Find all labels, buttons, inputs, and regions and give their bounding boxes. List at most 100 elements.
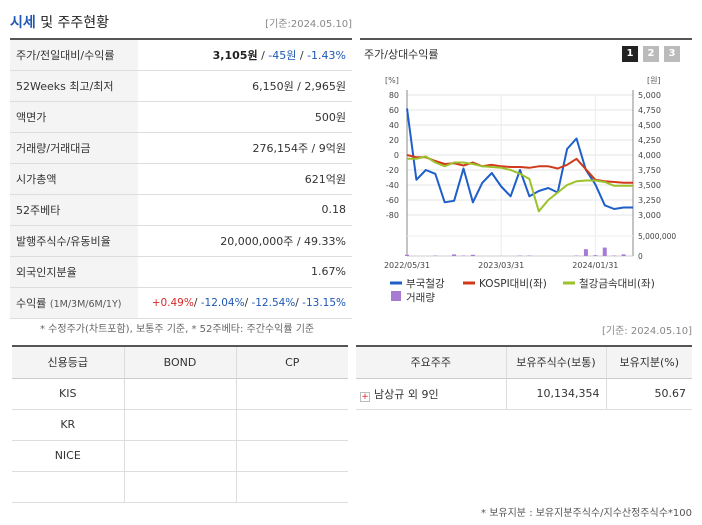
expand-plus-icon[interactable]: + [360, 391, 370, 402]
x-tick-label: 2024/01/31 [572, 261, 618, 270]
y-tick-right: 3,750 [638, 166, 661, 175]
par-value: 500원 [138, 101, 352, 133]
table-cell [236, 440, 348, 472]
base-date-2: [기준: 2024.05.10] [601, 326, 692, 337]
return-6m: -12.54% [251, 296, 296, 309]
table-cell: NICE [12, 440, 125, 472]
table-cell [124, 378, 237, 410]
section-title: 시세 및 주주현황 [10, 12, 109, 32]
y-tick-left: -80 [386, 211, 399, 220]
holder-name: 남상규 외 9인 [374, 387, 439, 401]
title-rest: 및 주주현황 [35, 15, 110, 31]
y-tick-left: -20 [386, 166, 399, 175]
sep: / [193, 296, 201, 309]
left-unit: [%] [385, 76, 399, 85]
volume-bar [621, 254, 626, 256]
y-tick-left: 60 [389, 106, 399, 115]
footnote-price: * 수정주가(차트포함), 보통주 기준, * 52주베타: 주간수익률 기준 [40, 324, 315, 335]
volume-label: 거래량/거래대금 [10, 132, 138, 164]
table-cell [236, 471, 348, 503]
table-cell: KR [12, 409, 125, 441]
table-cell [12, 471, 125, 503]
volume-tick-max: 5,000,000 [638, 232, 676, 241]
chart-tabs: 1 2 3 [622, 46, 680, 62]
par-label: 액면가 [10, 101, 138, 133]
return-label-text: 수익률 [16, 296, 47, 310]
volume-bar [452, 254, 457, 256]
shares-label: 발행주식수/유동비율 [10, 225, 138, 257]
volume-bar [602, 247, 607, 256]
mcap-value: 621억원 [138, 163, 352, 195]
return-label: 수익률 (1M/3M/6M/1Y) [10, 287, 138, 319]
chart-tab-2[interactable]: 2 [643, 46, 659, 62]
table-row: KR [12, 409, 348, 441]
series-line-2 [407, 155, 633, 213]
chart-svg: [%] [원] 80 5,000 60 4,750 40 4,500 20 4,250 0 4,000… [384, 76, 676, 304]
volume-bar [405, 254, 409, 256]
table-cell [236, 409, 348, 441]
holder-shares: 10,134,354 [506, 378, 607, 410]
legend-label: 부국철강 [406, 278, 445, 290]
holders-header: 주요주주 [356, 346, 507, 379]
x-tick-label: 2022/05/31 [384, 261, 430, 270]
legend-swatch [391, 291, 401, 301]
y-tick-right: 4,750 [638, 106, 661, 115]
right-unit: [원] [647, 76, 661, 85]
volume-value: 276,154주 / 9억원 [138, 132, 352, 164]
y-tick-left: 0 [394, 151, 399, 160]
return-value: +0.49%/ -12.04%/ -12.54%/ -13.15% [138, 287, 352, 319]
volume-bar [583, 249, 588, 256]
holders-header: 보유지분(%) [606, 346, 692, 379]
table-row: 액면가 500원 [10, 101, 352, 133]
table-header-row: 신용등급 BOND CP [12, 346, 348, 379]
change: -45원 [268, 48, 297, 62]
holder-name-cell[interactable]: + 남상규 외 9인 [356, 378, 507, 410]
sep: / [257, 48, 269, 62]
table-row: KIS [12, 378, 348, 410]
price: 3,105원 [212, 48, 258, 62]
series-line-0 [406, 108, 633, 210]
y-tick-left: 40 [389, 121, 399, 130]
table-row: 시가총액 621억원 [10, 163, 352, 195]
table-cell [124, 471, 237, 503]
chart-tab-3[interactable]: 3 [664, 46, 680, 62]
holder-pct: 50.67 [606, 378, 692, 410]
holders-header: 보유주식수(보통) [506, 346, 607, 379]
w52-label: 52Weeks 최고/최저 [10, 70, 138, 102]
credit-header: CP [236, 346, 348, 379]
base-date: [기준:2024.05.10] [265, 19, 352, 30]
y-tick-right: 4,250 [638, 136, 661, 145]
table-row: 주가/전일대비/수익률 3,105원 / -45원 / -1.43% [10, 39, 352, 71]
beta-label: 52주베타 [10, 194, 138, 226]
table-header-row: 주요주주 보유주식수(보통) 보유지분(%) [356, 346, 692, 379]
credit-rating-table: 신용등급 BOND CP KIS KR NICE [12, 345, 348, 503]
x-tick-label: 2023/03/31 [478, 261, 524, 270]
y-tick-left: -60 [386, 196, 399, 205]
w52-value: 6,150원 / 2,965원 [138, 70, 352, 102]
major-holders-table: 주요주주 보유주식수(보통) 보유지분(%) + 남상규 외 9인 10,134,… [356, 345, 692, 410]
beta-value: 0.18 [138, 194, 352, 226]
y-tick-left: 80 [389, 91, 399, 100]
y-tick-right: 4,500 [638, 121, 661, 130]
table-row [12, 471, 348, 503]
y-tick-right: 5,000 [638, 91, 661, 100]
table-row: 수익률 (1M/3M/6M/1Y) +0.49%/ -12.04%/ -12.5… [10, 287, 352, 319]
price-label: 주가/전일대비/수익률 [10, 39, 138, 71]
price-info-table: 주가/전일대비/수익률 3,105원 / -45원 / -1.43% 52Wee… [10, 38, 352, 319]
price-value: 3,105원 / -45원 / -1.43% [138, 39, 352, 71]
foreign-label: 외국인지분율 [10, 256, 138, 288]
chart-tab-1[interactable]: 1 [622, 46, 638, 62]
footnote-holders: * 보유지분 : 보유지분주식수/지수산정주식수*100 [481, 508, 692, 519]
shares-value: 20,000,000주 / 49.33% [138, 225, 352, 257]
foreign-value: 1.67% [138, 256, 352, 288]
table-row: 52Weeks 최고/최저 6,150원 / 2,965원 [10, 70, 352, 102]
table-cell [236, 378, 348, 410]
credit-header: 신용등급 [12, 346, 125, 379]
table-row: + 남상규 외 9인 10,134,354 50.67 [356, 378, 692, 410]
y-tick-left: -40 [386, 181, 399, 190]
chart-title: 주가/상대수익률 [364, 48, 439, 61]
table-row: NICE [12, 440, 348, 472]
table-row: 발행주식수/유동비율 20,000,000주 / 49.33% [10, 225, 352, 257]
return-period: (1M/3M/6M/1Y) [49, 298, 122, 310]
mcap-label: 시가총액 [10, 163, 138, 195]
